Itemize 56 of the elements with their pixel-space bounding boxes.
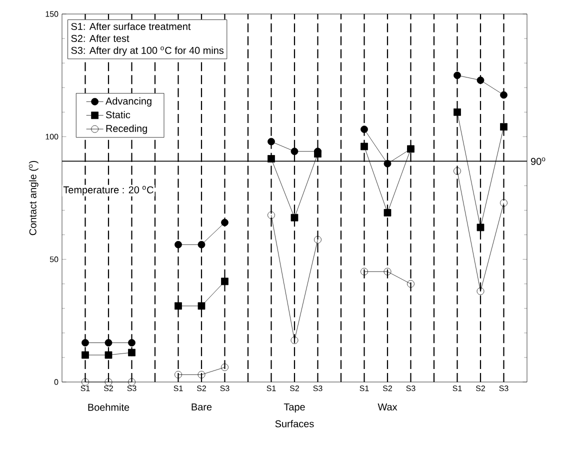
point [360,126,368,133]
point [128,378,136,386]
point [290,214,298,222]
point [407,280,414,288]
point [104,339,112,346]
point [314,150,322,158]
text: Tape [284,404,305,412]
point [476,288,484,295]
point [268,155,275,162]
point [174,370,182,378]
annotation: Temperature : 20 $^{o}$C [63,186,154,196]
point [454,72,461,80]
point [221,364,228,371]
ref-line-label: 90$^{o}$ [530,157,546,165]
point [174,302,182,310]
legend-label: Advancing [106,97,152,107]
point [198,370,206,378]
point [500,123,508,131]
x-axis-title: Surfaces [275,420,314,428]
point [290,148,298,156]
point [476,76,484,84]
point [221,218,228,226]
annotation: S1: After surface treatment [71,22,191,30]
point [198,240,206,248]
point [314,236,322,244]
point [128,348,136,356]
point [384,268,392,276]
point [454,108,461,116]
text: Bare [192,404,212,410]
legend-label: Static [106,110,130,118]
point [384,209,392,216]
point [82,339,89,346]
point [290,336,298,344]
text: Boehmite [88,404,130,411]
annotation: S3: After dry at 100 $^{o}$C for 40 mins [71,46,224,56]
point [198,302,206,310]
point [500,91,508,99]
annotation: S2: After test [71,34,130,42]
y-axis-title: Contact angle ($^{o}$) [28,160,38,236]
point [174,240,182,248]
point [82,351,89,359]
point [360,142,368,150]
point [268,211,275,219]
point [476,224,484,232]
point [128,339,136,346]
point [82,378,89,386]
point [104,351,112,359]
point [384,160,392,168]
legend-label: Receding [106,124,147,134]
point [104,378,112,386]
point [221,278,228,286]
point [454,167,461,175]
point [500,199,508,207]
point [268,138,275,146]
point [360,268,368,276]
text: Wax [378,404,398,410]
